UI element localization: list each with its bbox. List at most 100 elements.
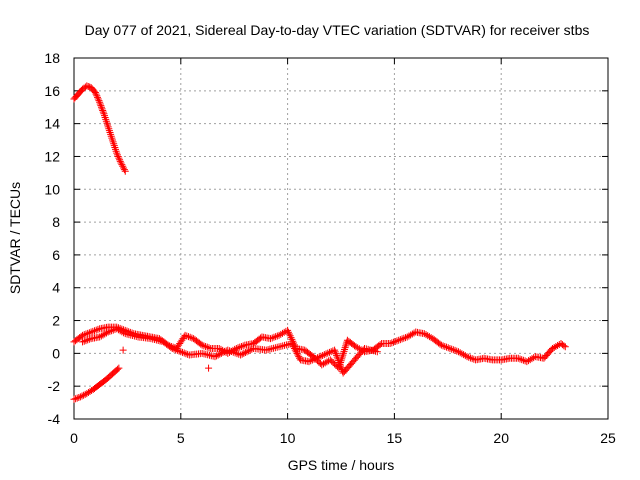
- secondary-point: [237, 351, 245, 359]
- main-point: [92, 326, 100, 334]
- main-point: [465, 353, 473, 361]
- secondary-point: [217, 349, 225, 357]
- y-tick-label: 2: [52, 313, 60, 329]
- secondary-point: [288, 340, 296, 348]
- main-point: [205, 344, 213, 352]
- main-point: [237, 342, 245, 350]
- secondary-point: [335, 358, 343, 366]
- secondary-point: [108, 327, 116, 335]
- x-tick-label: 0: [70, 430, 78, 446]
- main-point: [284, 326, 292, 334]
- main-point: [339, 349, 347, 357]
- main-point: [342, 342, 350, 350]
- y-axis-label: SDTVAR / TECUs: [7, 182, 23, 294]
- main-point: [84, 329, 92, 337]
- secondary-point: [332, 350, 340, 358]
- secondary-point: [305, 358, 313, 366]
- main-point: [390, 338, 398, 346]
- secondary-point: [211, 353, 219, 361]
- secondary-point: [315, 353, 323, 361]
- y-tick-label: 0: [52, 345, 60, 361]
- high-arc-point: [106, 129, 114, 137]
- main-point: [200, 342, 208, 350]
- x-tick-label: 10: [280, 430, 296, 446]
- low-arc-point: [72, 395, 80, 403]
- main-point: [386, 340, 394, 348]
- main-point: [82, 330, 90, 338]
- main-point: [340, 347, 348, 355]
- high-arc-point: [120, 164, 128, 172]
- low-arc-point: [78, 392, 86, 400]
- high-arc-point: [118, 161, 126, 169]
- main-point: [449, 346, 457, 354]
- secondary-point: [240, 349, 248, 357]
- main-point: [468, 355, 476, 363]
- secondary-point: [373, 348, 381, 356]
- high-arc-point: [99, 107, 107, 115]
- y-tick-label: 12: [44, 148, 60, 164]
- secondary-point: [170, 345, 178, 353]
- main-point: [273, 332, 281, 340]
- low-arc-point: [114, 365, 122, 373]
- secondary-point: [85, 335, 93, 343]
- main-point: [439, 342, 447, 350]
- main-point: [198, 341, 206, 349]
- secondary-point: [233, 350, 241, 358]
- chart-title: Day 077 of 2021, Sidereal Day-to-day VTE…: [85, 22, 590, 38]
- low-arc-point: [73, 394, 81, 402]
- main-point: [437, 341, 445, 349]
- high-arc-point: [115, 154, 123, 162]
- high-arc-point: [101, 114, 109, 122]
- high-arc-point: [107, 130, 115, 138]
- x-axis-label: GPS time / hours: [288, 457, 395, 473]
- secondary-point: [180, 349, 188, 357]
- main-point: [80, 331, 88, 339]
- high-arc-point: [92, 90, 100, 98]
- secondary-point: [238, 350, 246, 358]
- main-point: [270, 333, 278, 341]
- high-arc-point: [90, 87, 98, 95]
- secondary-point: [337, 364, 345, 372]
- high-arc-point: [105, 127, 113, 135]
- main-point: [234, 344, 242, 352]
- high-arc-point: [96, 100, 104, 108]
- secondary-point: [331, 346, 339, 354]
- high-arc-point: [113, 151, 121, 159]
- main-point: [446, 344, 454, 352]
- low-arc-point: [80, 391, 88, 399]
- main-point: [451, 346, 459, 354]
- high-arc-point: [83, 82, 91, 90]
- secondary-point: [307, 357, 315, 365]
- main-point: [466, 354, 474, 362]
- secondary-point: [173, 346, 181, 354]
- main-point: [239, 342, 247, 350]
- high-arc-point: [95, 97, 103, 105]
- main-point: [396, 336, 404, 344]
- high-arc-point: [84, 82, 92, 90]
- main-point: [341, 346, 349, 354]
- main-point: [287, 334, 295, 342]
- main-point: [236, 343, 244, 351]
- main-point: [388, 339, 396, 347]
- high-arc-point: [99, 108, 107, 116]
- secondary-point: [80, 337, 88, 345]
- high-arc-point: [93, 92, 101, 100]
- high-arc-point: [116, 156, 124, 164]
- main-point: [441, 342, 449, 350]
- main-point: [87, 328, 95, 336]
- secondary-point: [317, 352, 325, 360]
- high-arc-point: [116, 157, 124, 165]
- secondary-point: [213, 352, 221, 360]
- secondary-point: [179, 348, 187, 356]
- main-point: [391, 338, 399, 346]
- high-arc-point: [110, 140, 118, 148]
- y-tick-label: -4: [48, 411, 61, 427]
- secondary-point: [104, 328, 112, 336]
- y-tick-label: 4: [52, 280, 60, 296]
- secondary-point: [290, 343, 298, 351]
- secondary-point: [224, 346, 232, 354]
- main-point: [443, 343, 451, 351]
- secondary-point: [334, 355, 342, 363]
- main-point: [284, 328, 292, 336]
